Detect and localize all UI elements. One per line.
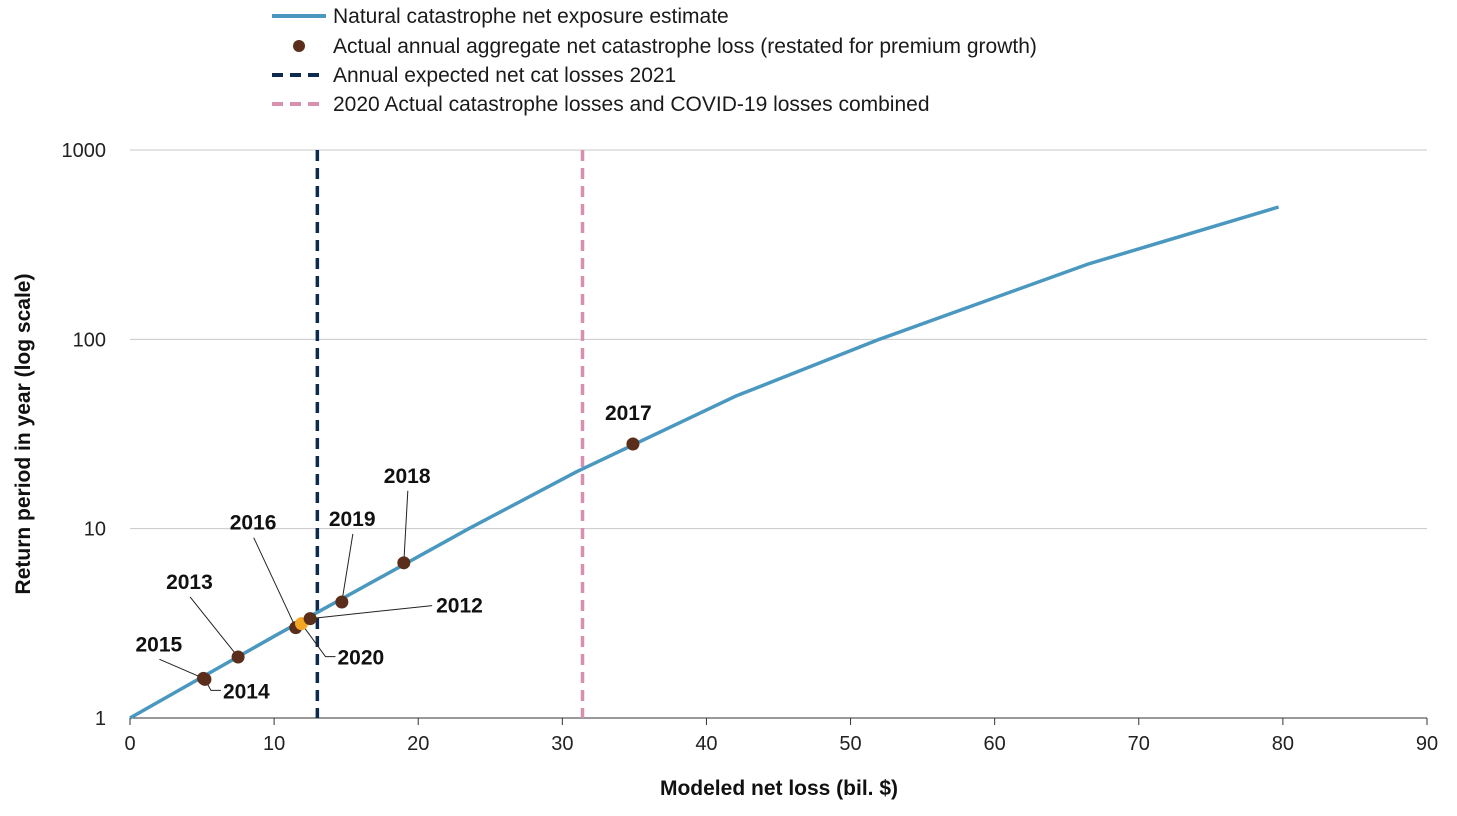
point-label-2018: 2018 [384,465,431,488]
data-point-2019 [335,595,349,609]
point-label-2019: 2019 [329,508,376,531]
leader-2015 [159,658,204,679]
point-label-2020: 2020 [337,647,384,670]
x-tick-label-30: 30 [551,733,573,755]
axes: 1 10 100 1000 0 10 20 30 40 50 60 70 80 90 [62,140,1439,755]
data-point-2018 [397,556,411,570]
legend: Natural catastrophe net exposure estimat… [272,5,1037,116]
leader-2019 [341,533,354,603]
reference-lines [315,150,585,718]
point-label-2015: 2015 [135,633,182,656]
label-leader-lines [159,490,433,691]
point-label-2013: 2013 [166,571,213,594]
legend-label-actual-loss: Actual annual aggregate net catastrophe … [333,35,1037,58]
point-label-2014: 2014 [223,680,270,703]
leader-2016 [253,537,297,628]
x-tick-label-90: 90 [1416,733,1438,755]
x-tick-label-0: 0 [124,733,135,755]
x-tick-label-20: 20 [407,733,429,755]
x-axis-title: Modeled net loss (bil. $) [660,777,898,800]
leader-2018 [403,490,409,563]
x-tick-label-70: 70 [1128,733,1150,755]
data-point-2014 [198,672,212,686]
legend-label-exposure: Natural catastrophe net exposure estimat… [333,5,729,28]
point-label-2016: 2016 [230,512,277,535]
data-point-2012 [303,612,317,626]
data-point-2017 [626,437,640,451]
leader-2012 [310,605,433,620]
x-tick-label-10: 10 [263,733,285,755]
y-tick-label-1000: 1000 [62,140,107,162]
x-tick-label-60: 60 [984,733,1006,755]
y-tick-label-1: 1 [95,708,106,730]
x-tick-label-40: 40 [695,733,717,755]
legend-label-expected-loss: Annual expected net cat losses 2021 [333,64,676,87]
legend-label-covid: 2020 Actual catastrophe losses and COVID… [333,93,930,116]
legend-swatch-actual-loss-dot [293,40,305,52]
leader-2013 [189,596,239,658]
data-point-2013 [231,650,245,664]
point-labels: 2015 2014 2013 2016 2020 2012 2019 2018 2017 [135,402,651,703]
exposure-estimate-line [129,205,1280,720]
y-tick-label-10: 10 [84,519,106,541]
y-tick-label-100: 100 [73,329,106,351]
point-label-2012: 2012 [436,595,483,618]
data-points [196,437,640,686]
x-tick-label-50: 50 [839,733,861,755]
point-label-2017: 2017 [605,402,652,425]
y-axis-title: Return period in year (log scale) [12,274,35,595]
exposure-curve [129,205,1280,720]
gridlines [130,149,1427,530]
x-tick-label-80: 80 [1272,733,1294,755]
leader-2020 [301,623,336,658]
